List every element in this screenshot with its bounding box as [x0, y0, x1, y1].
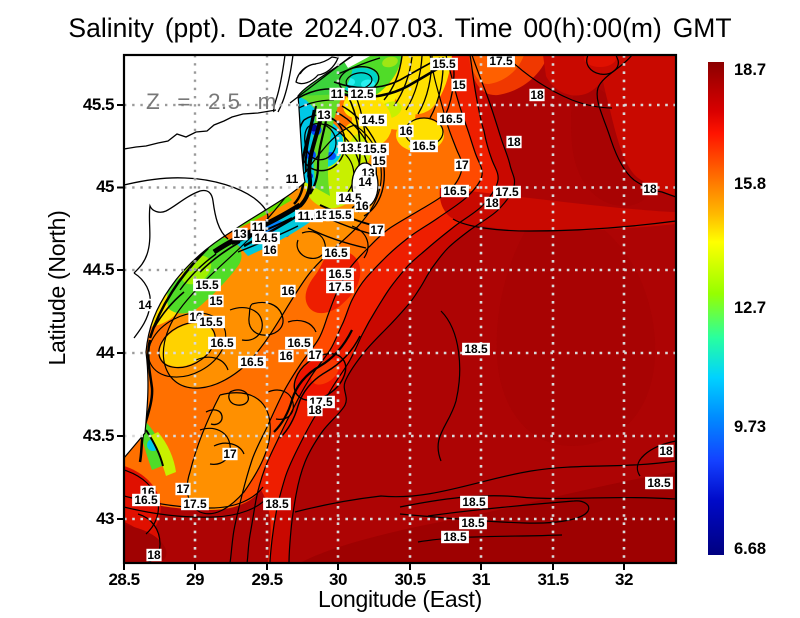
svg-text:16.5: 16.5 [134, 493, 158, 507]
svg-text:30.5: 30.5 [394, 570, 425, 589]
svg-text:18.5: 18.5 [464, 342, 488, 356]
svg-text:18: 18 [147, 548, 161, 562]
svg-text:18: 18 [308, 403, 322, 417]
svg-text:18: 18 [643, 182, 657, 196]
svg-text:43.5: 43.5 [83, 426, 114, 445]
svg-text:18.5: 18.5 [462, 495, 486, 509]
svg-text:18.5: 18.5 [265, 497, 289, 511]
svg-text:18.5: 18.5 [461, 516, 485, 530]
svg-text:16.5: 16.5 [439, 112, 463, 126]
svg-text:14.5: 14.5 [254, 231, 278, 245]
svg-text:16: 16 [279, 349, 293, 363]
svg-text:15: 15 [315, 208, 329, 222]
svg-text:16: 16 [399, 124, 413, 138]
svg-text:29: 29 [186, 570, 204, 589]
svg-text:12.5: 12.5 [350, 87, 374, 101]
svg-text:17: 17 [455, 158, 469, 172]
svg-text:17: 17 [308, 348, 322, 362]
svg-text:13.5: 13.5 [340, 141, 364, 155]
svg-text:17.5: 17.5 [183, 497, 207, 511]
svg-text:6.68: 6.68 [734, 540, 766, 558]
svg-text:30: 30 [329, 570, 347, 589]
svg-text:16: 16 [281, 284, 295, 298]
svg-text:11: 11 [331, 87, 344, 101]
svg-text:29.5: 29.5 [251, 570, 282, 589]
svg-text:Z = 2.5 m: Z = 2.5 m [146, 89, 277, 114]
svg-text:15: 15 [209, 294, 223, 308]
svg-text:18.7: 18.7 [734, 61, 766, 79]
svg-text:43: 43 [96, 509, 114, 528]
svg-text:15: 15 [372, 154, 386, 168]
svg-text:17.5: 17.5 [328, 280, 352, 294]
svg-text:18.5: 18.5 [647, 476, 671, 490]
svg-text:15.5: 15.5 [432, 57, 456, 71]
svg-text:16.5: 16.5 [412, 139, 436, 153]
svg-text:31: 31 [472, 570, 490, 589]
svg-text:17: 17 [370, 223, 384, 237]
svg-text:16.5: 16.5 [287, 336, 311, 350]
svg-text:18: 18 [530, 88, 544, 102]
svg-text:9.73: 9.73 [734, 418, 766, 436]
svg-text:16.5: 16.5 [443, 184, 467, 198]
svg-text:12.7: 12.7 [734, 299, 766, 317]
svg-text:11: 11 [286, 172, 299, 186]
svg-text:14: 14 [138, 298, 152, 312]
svg-text:Longitude (East): Longitude (East) [318, 586, 482, 612]
svg-text:16.5: 16.5 [328, 267, 352, 281]
svg-text:18: 18 [485, 196, 499, 210]
svg-text:18.5: 18.5 [443, 530, 467, 544]
svg-text:15.5: 15.5 [363, 142, 387, 156]
svg-text:16.5: 16.5 [240, 355, 264, 369]
svg-text:18: 18 [659, 444, 673, 458]
svg-text:14: 14 [358, 175, 372, 189]
svg-text:28.5: 28.5 [108, 570, 139, 589]
svg-text:45: 45 [96, 177, 114, 196]
svg-text:15.5: 15.5 [199, 315, 223, 329]
svg-text:13: 13 [317, 108, 331, 122]
svg-text:16.5: 16.5 [210, 336, 234, 350]
svg-text:Salinity (ppt). Date 2024.07.0: Salinity (ppt). Date 2024.07.03. Time 00… [68, 13, 731, 43]
svg-text:14.5: 14.5 [361, 113, 385, 127]
svg-text:13: 13 [233, 227, 247, 241]
svg-text:16: 16 [355, 199, 369, 213]
svg-text:11: 11 [252, 220, 265, 234]
svg-text:Latitude (North): Latitude (North) [44, 211, 70, 366]
svg-text:16.5: 16.5 [324, 246, 348, 260]
svg-text:17.5: 17.5 [489, 54, 513, 68]
svg-text:44: 44 [96, 343, 115, 362]
svg-text:18: 18 [507, 135, 521, 149]
svg-text:31.5: 31.5 [537, 570, 568, 589]
svg-text:17: 17 [176, 482, 190, 496]
svg-text:17.5: 17.5 [495, 185, 519, 199]
svg-text:45.5: 45.5 [83, 95, 114, 114]
svg-text:15.5: 15.5 [328, 208, 352, 222]
svg-text:15.5: 15.5 [195, 278, 219, 292]
svg-text:32: 32 [615, 570, 633, 589]
svg-text:44.5: 44.5 [83, 260, 114, 279]
svg-text:15: 15 [452, 78, 466, 92]
svg-text:16: 16 [263, 243, 277, 257]
svg-text:17: 17 [223, 447, 237, 461]
svg-text:15.8: 15.8 [734, 175, 766, 193]
